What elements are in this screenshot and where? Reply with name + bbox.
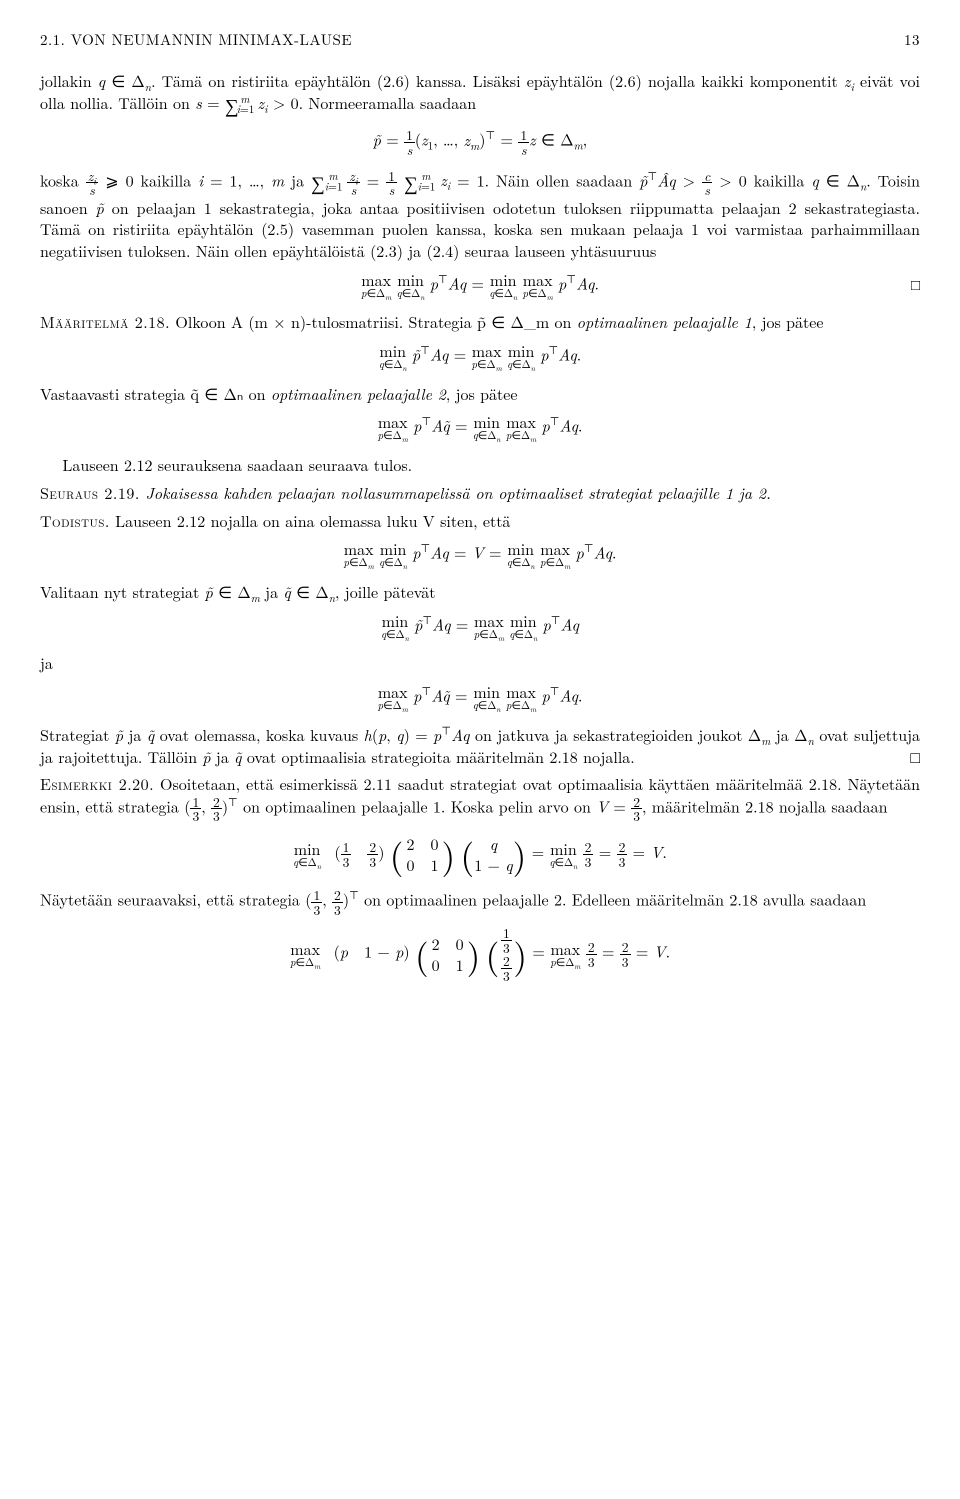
m2-r2c1: 0 xyxy=(429,954,443,976)
paragraph-3: Lauseen 2.12 seurauksena saadaan seuraav… xyxy=(40,454,920,476)
def-text-c: Vastaavasti strategia q̃ ∈ Δₙ on xyxy=(40,382,271,405)
equation-6: minq∈Δn p̃⊤Aq = maxp∈Δm minq∈Δn p⊤Aq xyxy=(40,613,920,641)
m-r2c2: 1 xyxy=(427,854,441,876)
running-head: 2.1. VON NEUMANNIN MINIMAX-LAUSE 13 xyxy=(40,30,920,50)
m-r1c1: 2 xyxy=(403,833,417,855)
equation-1: p̃ = 1s(z1, …, zm)⊤ = 1sz ∈ Δm, xyxy=(40,128,920,156)
def-text-a: Olkoon A (m × n)-tulosmatriisi. Strategi… xyxy=(170,310,577,333)
proof-b: Valitaan nyt strategiat p̃ ∈ Δm ja q̃ ∈ … xyxy=(40,581,920,603)
m2-r1c1: 2 xyxy=(429,933,443,955)
equation-3: minq∈Δn p̃⊤Aq = maxp∈Δm minq∈Δn p⊤Aq. xyxy=(40,343,920,371)
proof-text-a: Lauseen 2.12 nojalla on aina olemassa lu… xyxy=(110,509,511,532)
equation-2: maxp∈Δm minq∈Δn p⊤Aq = minq∈Δn maxp∈Δm p… xyxy=(40,272,920,300)
def-text-b: , jos pätee xyxy=(752,310,824,333)
qed-icon: □ xyxy=(911,275,920,295)
definition-218b: Vastaavasti strategia q̃ ∈ Δₙ on optimaa… xyxy=(40,383,920,405)
def-italic-1: optimaalinen pelaajalle 1 xyxy=(577,310,752,333)
example-220: Esimerkki 2.20. Osoitetaan, että esimerk… xyxy=(40,773,920,823)
proof-d: Strategiat p̃ ja q̃ ovat olemassa, koska… xyxy=(40,724,920,767)
m2-r1c2: 0 xyxy=(453,933,467,955)
equation-8: minq∈Δn (13 23) ( 20 01 ) ( q 1 − q ) = … xyxy=(40,833,920,876)
equation-4: maxp∈Δm p⊤Aq̃ = minq∈Δn maxp∈Δm p⊤Aq. xyxy=(40,414,920,442)
qed-icon: □ xyxy=(910,746,920,768)
corollary-219: Seuraus 2.19. Jokaisessa kahden pelaajan… xyxy=(40,482,920,504)
proof-label: Todistus. xyxy=(40,509,110,532)
equation-9: maxp∈Δm (p 1 − p) ( 20 01 ) ( 13 23 ) = … xyxy=(40,926,920,982)
m-r1c2: 0 xyxy=(427,833,441,855)
paragraph-1: jollakin q ∈ Δn. Tämä on ristiriita epäy… xyxy=(40,70,920,118)
proof-a: Todistus. Lauseen 2.12 nojalla on aina o… xyxy=(40,510,920,532)
proof-c: ja xyxy=(40,652,920,674)
definition-218: Määritelmä 2.18. Olkoon A (m × n)-tulosm… xyxy=(40,311,920,333)
paragraph-2: koska zis ⩾ 0 kaikilla i = 1, …, m ja ∑i… xyxy=(40,169,920,262)
equation-7: maxp∈Δm p⊤Aq̃ = minq∈Δn maxp∈Δm p⊤Aq. xyxy=(40,684,920,712)
m-r2c1: 0 xyxy=(403,854,417,876)
example-220b: Näytetään seuraavaksi, että strategia (1… xyxy=(40,888,920,916)
definition-label: Määritelmä 2.18. xyxy=(40,310,170,333)
def-text-d: , jos pätee xyxy=(446,382,518,405)
running-head-left: 2.1. VON NEUMANNIN MINIMAX-LAUSE xyxy=(40,30,352,50)
corollary-text: Jokaisessa kahden pelaajan nollasummapel… xyxy=(140,481,771,504)
page-number: 13 xyxy=(904,30,920,50)
m2-r2c2: 1 xyxy=(453,954,467,976)
corollary-label: Seuraus 2.19. xyxy=(40,481,140,504)
equation-5: maxp∈Δm minq∈Δn p⊤Aq = V = minq∈Δn maxp∈… xyxy=(40,541,920,569)
def-italic-2: optimaalinen pelaajalle 2 xyxy=(271,382,446,405)
example-label: Esimerkki 2.20. xyxy=(40,772,154,795)
